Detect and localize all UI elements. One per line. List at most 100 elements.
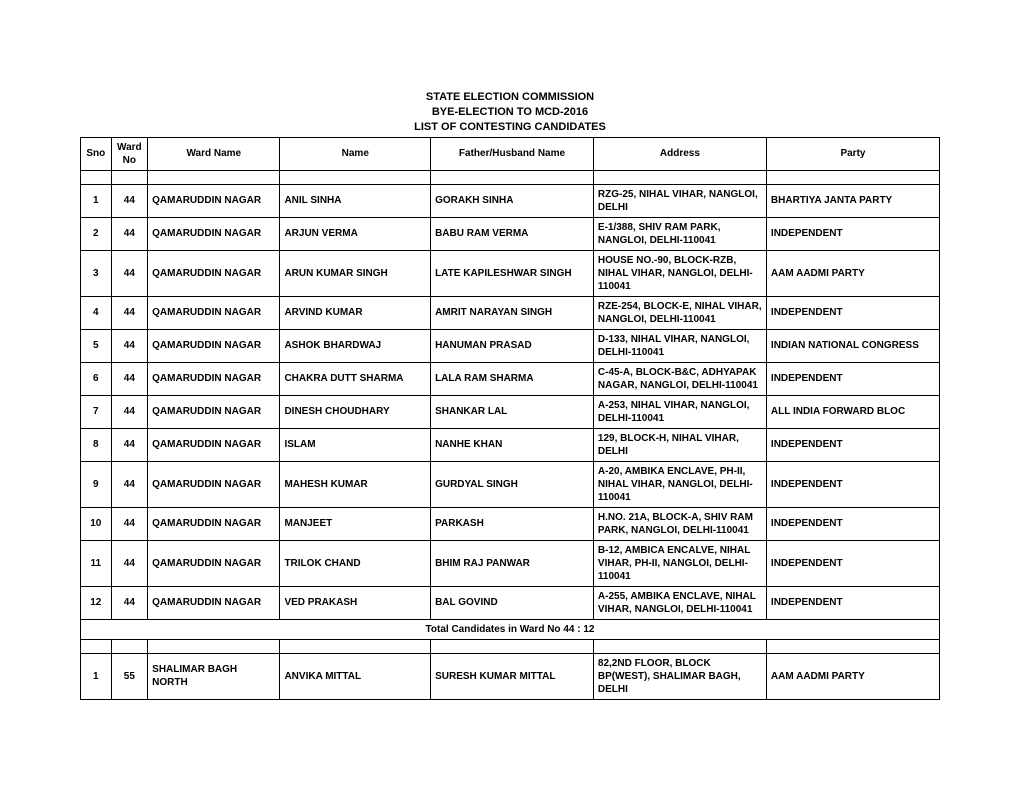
cell-name: ASHOK BHARDWAJ [280, 329, 431, 362]
cell-sno: 1 [81, 184, 112, 217]
cell-ward-name: QAMARUDDIN NAGAR [148, 217, 280, 250]
cell-ward-name: QAMARUDDIN NAGAR [148, 362, 280, 395]
cell-address: RZE-254, BLOCK-E, NIHAL VIHAR, NANGLOI, … [593, 296, 766, 329]
candidates-table: Sno Ward No Ward Name Name Father/Husban… [80, 137, 940, 700]
cell-party: INDIAN NATIONAL CONGRESS [766, 329, 939, 362]
cell-sno: 1 [81, 653, 112, 699]
cell-ward-name: SHALIMAR BAGH NORTH [148, 653, 280, 699]
cell-sno: 8 [81, 428, 112, 461]
title-block: STATE ELECTION COMMISSION BYE-ELECTION T… [80, 90, 940, 135]
spacer-cell [111, 639, 148, 653]
spacer-row [81, 639, 940, 653]
cell-ward-name: QAMARUDDIN NAGAR [148, 507, 280, 540]
cell-party: AAM AADMI PARTY [766, 250, 939, 296]
table-row: 1244QAMARUDDIN NAGARVED PRAKASHBAL GOVIN… [81, 586, 940, 619]
title-line-2: BYE-ELECTION TO MCD-2016 [80, 105, 940, 120]
title-line-3: LIST OF CONTESTING CANDIDATES [80, 120, 940, 135]
cell-ward-name: QAMARUDDIN NAGAR [148, 586, 280, 619]
ward-total-cell: Total Candidates in Ward No 44 : 12 [81, 619, 940, 639]
cell-party: BHARTIYA JANTA PARTY [766, 184, 939, 217]
ward-total-row: Total Candidates in Ward No 44 : 12 [81, 619, 940, 639]
cell-sno: 11 [81, 540, 112, 586]
cell-ward-name: QAMARUDDIN NAGAR [148, 296, 280, 329]
cell-name: ANVIKA MITTAL [280, 653, 431, 699]
cell-ward-no: 44 [111, 461, 148, 507]
spacer-cell [280, 170, 431, 184]
table-row: 444QAMARUDDIN NAGARARVIND KUMARAMRIT NAR… [81, 296, 940, 329]
spacer-cell [766, 639, 939, 653]
col-name: Name [280, 137, 431, 170]
cell-ward-name: QAMARUDDIN NAGAR [148, 250, 280, 296]
col-ward-name: Ward Name [148, 137, 280, 170]
table-row: 844QAMARUDDIN NAGARISLAMNANHE KHAN129, B… [81, 428, 940, 461]
cell-ward-name: QAMARUDDIN NAGAR [148, 184, 280, 217]
cell-name: ARJUN VERMA [280, 217, 431, 250]
cell-sno: 7 [81, 395, 112, 428]
cell-ward-no: 44 [111, 217, 148, 250]
spacer-cell [148, 639, 280, 653]
cell-ward-no: 44 [111, 250, 148, 296]
cell-sno: 10 [81, 507, 112, 540]
title-line-1: STATE ELECTION COMMISSION [80, 90, 940, 105]
cell-father: LALA RAM SHARMA [431, 362, 594, 395]
cell-sno: 12 [81, 586, 112, 619]
spacer-cell [431, 639, 594, 653]
spacer-cell [81, 639, 112, 653]
cell-father: GORAKH SINHA [431, 184, 594, 217]
cell-address: HOUSE NO.-90, BLOCK-RZB, NIHAL VIHAR, NA… [593, 250, 766, 296]
cell-address: A-255, AMBIKA ENCLAVE, NIHAL VIHAR, NANG… [593, 586, 766, 619]
cell-father: BAL GOVIND [431, 586, 594, 619]
cell-name: MAHESH KUMAR [280, 461, 431, 507]
cell-father: NANHE KHAN [431, 428, 594, 461]
cell-name: DINESH CHOUDHARY [280, 395, 431, 428]
cell-father: AMRIT NARAYAN SINGH [431, 296, 594, 329]
cell-father: SHANKAR LAL [431, 395, 594, 428]
cell-address: A-20, AMBIKA ENCLAVE, PH-II, NIHAL VIHAR… [593, 461, 766, 507]
cell-ward-name: QAMARUDDIN NAGAR [148, 540, 280, 586]
col-father: Father/Husband Name [431, 137, 594, 170]
col-sno: Sno [81, 137, 112, 170]
table-row: 244QAMARUDDIN NAGARARJUN VERMABABU RAM V… [81, 217, 940, 250]
col-party: Party [766, 137, 939, 170]
cell-ward-no: 44 [111, 540, 148, 586]
table-row: 644QAMARUDDIN NAGARCHAKRA DUTT SHARMALAL… [81, 362, 940, 395]
cell-sno: 2 [81, 217, 112, 250]
cell-father: SURESH KUMAR MITTAL [431, 653, 594, 699]
cell-address: E-1/388, SHIV RAM PARK, NANGLOI, DELHI-1… [593, 217, 766, 250]
cell-address: RZG-25, NIHAL VIHAR, NANGLOI, DELHI [593, 184, 766, 217]
spacer-cell [593, 170, 766, 184]
spacer-cell [766, 170, 939, 184]
cell-party: INDEPENDENT [766, 296, 939, 329]
cell-party: INDEPENDENT [766, 428, 939, 461]
table-row: 155SHALIMAR BAGH NORTHANVIKA MITTALSURES… [81, 653, 940, 699]
spacer-cell [81, 170, 112, 184]
cell-party: INDEPENDENT [766, 540, 939, 586]
cell-ward-name: QAMARUDDIN NAGAR [148, 395, 280, 428]
table-header: Sno Ward No Ward Name Name Father/Husban… [81, 137, 940, 170]
col-address: Address [593, 137, 766, 170]
cell-name: MANJEET [280, 507, 431, 540]
table-row: 144QAMARUDDIN NAGARANIL SINHAGORAKH SINH… [81, 184, 940, 217]
cell-address: H.NO. 21A, BLOCK-A, SHIV RAM PARK, NANGL… [593, 507, 766, 540]
cell-address: D-133, NIHAL VIHAR, NANGLOI, DELHI-11004… [593, 329, 766, 362]
cell-sno: 5 [81, 329, 112, 362]
cell-party: INDEPENDENT [766, 461, 939, 507]
cell-ward-no: 44 [111, 362, 148, 395]
cell-ward-name: QAMARUDDIN NAGAR [148, 329, 280, 362]
cell-father: HANUMAN PRASAD [431, 329, 594, 362]
spacer-cell [593, 639, 766, 653]
cell-name: ANIL SINHA [280, 184, 431, 217]
cell-ward-no: 44 [111, 329, 148, 362]
cell-ward-name: QAMARUDDIN NAGAR [148, 461, 280, 507]
cell-party: AAM AADMI PARTY [766, 653, 939, 699]
cell-ward-no: 44 [111, 395, 148, 428]
cell-ward-no: 44 [111, 428, 148, 461]
cell-sno: 3 [81, 250, 112, 296]
cell-address: 129, BLOCK-H, NIHAL VIHAR, DELHI [593, 428, 766, 461]
col-ward-no: Ward No [111, 137, 148, 170]
table-row: 944QAMARUDDIN NAGARMAHESH KUMARGURDYAL S… [81, 461, 940, 507]
table-row: 544QAMARUDDIN NAGARASHOK BHARDWAJHANUMAN… [81, 329, 940, 362]
table-row: 344QAMARUDDIN NAGARARUN KUMAR SINGHLATE … [81, 250, 940, 296]
cell-father: BABU RAM VERMA [431, 217, 594, 250]
cell-party: INDEPENDENT [766, 217, 939, 250]
